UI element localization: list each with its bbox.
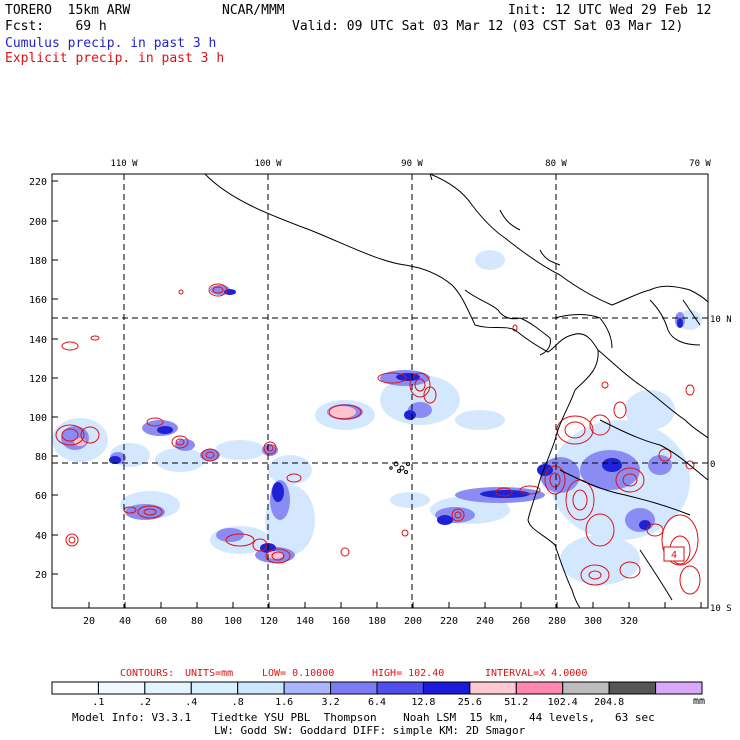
x-tick-label: 120 (260, 616, 278, 627)
colorbar-label: .4 (185, 697, 198, 708)
colorbar-label: 102.4 (547, 697, 578, 708)
colorbar-swatch (562, 681, 610, 695)
explicit-legend: Explicit precip. in past 3 h (5, 51, 225, 66)
light-precip-areas (52, 250, 702, 585)
y-tick-label: 20 (35, 570, 47, 581)
colorbar-swatch (190, 681, 239, 695)
lon-label: 80 W (545, 159, 567, 169)
x-tick-label: 320 (620, 616, 638, 627)
y-tick-label: 180 (29, 256, 47, 267)
model-info: Model Info: V3.3.1 Tiedtke YSU PBL Thomp… (72, 711, 655, 724)
lon-label: 110 W (110, 159, 138, 169)
lat-label: 0 (710, 460, 715, 470)
lon-label: 70 W (689, 159, 711, 169)
colorbar-swatch (97, 681, 146, 695)
right-lat-labels: 10 N 0 10 S (710, 315, 732, 614)
colorbar-swatch (283, 681, 332, 695)
colorbar-label: 12.8 (411, 697, 436, 708)
physics-info: LW: Godd SW: Goddard DIFF: simple KM: 2D… (214, 724, 526, 737)
contours-label: CONTOURS: (120, 668, 174, 679)
organization-label: NCAR/MMM (222, 3, 285, 18)
contour-label: 4 (671, 550, 677, 561)
axis-ticks (52, 180, 702, 608)
y-tick-labels: 220 200 180 160 140 120 100 80 60 40 20 (29, 177, 47, 581)
coastlines (204, 174, 708, 608)
colorbar-swatch (330, 681, 378, 695)
y-tick-label: 100 (29, 413, 47, 424)
high-label: HIGH= 102.40 (372, 668, 444, 679)
x-tick-label: 260 (512, 616, 530, 627)
cumulus-legend: Cumulus precip. in past 3 h (5, 36, 217, 51)
x-tick-label: 300 (584, 616, 602, 627)
colorbar-label: 6.4 (367, 697, 387, 708)
colorbar-label: .1 (92, 697, 105, 708)
y-tick-label: 160 (29, 295, 47, 306)
colorbar-label: 3.2 (321, 697, 340, 708)
model-title: TORERO 15km ARW (5, 3, 131, 18)
colorbar-label: .8 (231, 697, 244, 708)
y-tick-label: 40 (35, 531, 47, 542)
x-tick-labels: 20 40 60 80 100 120 140 160 180 200 220 … (83, 616, 638, 627)
top-lon-labels: 110 W 100 W 90 W 80 W 70 W (110, 159, 711, 169)
units-label: UNITS=mm (185, 668, 233, 679)
y-tick-label: 220 (29, 177, 47, 188)
colorbar-label: 51.2 (504, 697, 529, 708)
forecast-hour: Fcst: 69 h (5, 19, 107, 34)
colorbar-swatch (469, 681, 517, 695)
colorbar (51, 681, 703, 695)
x-tick-label: 20 (83, 616, 95, 627)
x-tick-label: 280 (548, 616, 566, 627)
galapagos-islands (389, 461, 410, 474)
map-frame (51, 173, 709, 609)
lon-label: 100 W (254, 159, 282, 169)
low-label: LOW= 0.10000 (262, 668, 334, 679)
lat-lon-grid (52, 174, 708, 608)
y-tick-label: 140 (29, 335, 47, 346)
colorbar-label: 204.8 (594, 697, 625, 708)
y-tick-label: 60 (35, 491, 47, 502)
colorbar-swatch (376, 681, 424, 695)
colorbar-label: .2 (138, 697, 151, 708)
valid-time: Valid: 09 UTC Sat 03 Mar 12 (03 CST Sat … (292, 19, 684, 34)
colorbar-swatch (144, 681, 192, 695)
colorbar-swatch (515, 681, 564, 695)
x-tick-label: 60 (155, 616, 167, 627)
x-tick-label: 40 (119, 616, 131, 627)
colorbar-swatch (51, 681, 99, 695)
colorbar-label: 25.6 (457, 697, 482, 708)
x-tick-label: 160 (332, 616, 350, 627)
colorbar-unit: mm (693, 696, 706, 707)
x-tick-label: 220 (440, 616, 458, 627)
colorbar-swatch (655, 681, 703, 695)
lon-label: 90 W (401, 159, 423, 169)
lat-label: 10 S (710, 604, 732, 614)
interval-label: INTERVAL=X 4.0000 (485, 668, 587, 679)
explicit-precip-contours (55, 283, 701, 595)
x-tick-label: 100 (224, 616, 242, 627)
y-tick-label: 80 (35, 452, 47, 463)
init-time: Init: 12 UTC Wed 29 Feb 12 (508, 3, 712, 18)
x-tick-label: 80 (191, 616, 203, 627)
lat-label: 10 N (710, 315, 732, 325)
colorbar-swatch (237, 681, 285, 695)
y-tick-label: 120 (29, 374, 47, 385)
x-tick-label: 200 (404, 616, 422, 627)
colorbar-label: 1.6 (275, 697, 294, 708)
x-tick-label: 180 (368, 616, 386, 627)
y-tick-label: 200 (29, 217, 47, 228)
contour-label-box (663, 546, 685, 562)
x-tick-label: 240 (476, 616, 494, 627)
contour-info: CONTOURS: UNITS=mm LOW= 0.10000 HIGH= 10… (120, 668, 587, 679)
colorbar-swatch (422, 681, 471, 695)
colorbar-swatch (608, 681, 657, 695)
x-tick-label: 140 (296, 616, 314, 627)
